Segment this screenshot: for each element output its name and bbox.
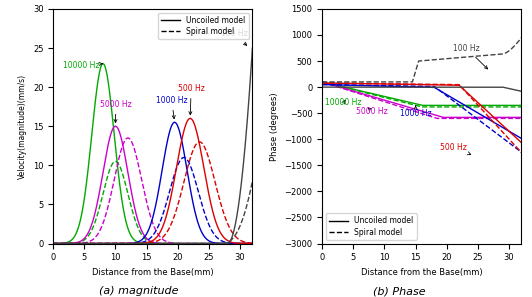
Legend: Uncoiled model, Spiral model: Uncoiled model, Spiral model	[326, 213, 417, 240]
Text: (b) Phase: (b) Phase	[373, 286, 425, 296]
Legend: Uncoiled model, Spiral model: Uncoiled model, Spiral model	[158, 13, 248, 39]
Y-axis label: Velocity(magnitude)(mm/s): Velocity(magnitude)(mm/s)	[18, 74, 27, 179]
Text: 10000 Hz: 10000 Hz	[325, 98, 362, 108]
Text: 1000 Hz: 1000 Hz	[156, 96, 188, 119]
X-axis label: Distance from the Base(mm): Distance from the Base(mm)	[361, 268, 483, 277]
Y-axis label: Phase (degrees): Phase (degrees)	[270, 92, 279, 161]
Text: 500 Hz: 500 Hz	[440, 143, 471, 155]
Text: 100 Hz: 100 Hz	[453, 44, 487, 69]
Text: 500 Hz: 500 Hz	[178, 84, 205, 115]
Text: 5000 Hz: 5000 Hz	[100, 100, 131, 123]
Text: (a) magnitude: (a) magnitude	[98, 286, 178, 296]
Text: 10000 Hz: 10000 Hz	[63, 61, 102, 69]
Text: 1000 Hz: 1000 Hz	[400, 106, 431, 118]
X-axis label: Distance from the Base(mm): Distance from the Base(mm)	[92, 268, 214, 277]
Text: 5000 Hz: 5000 Hz	[356, 107, 388, 116]
Text: 100 Hz: 100 Hz	[221, 29, 248, 45]
